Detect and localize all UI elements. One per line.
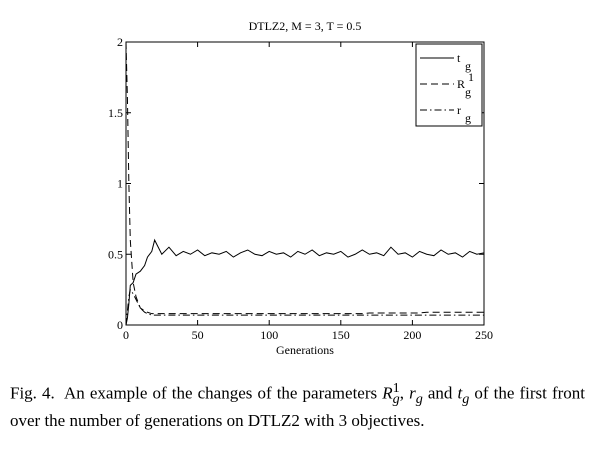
chart-title: DTLZ2, M = 3, T = 0.5 [249,19,362,33]
legend-superscript: 1 [468,70,474,84]
y-tick-label: 0 [117,318,123,332]
legend-label: r [457,103,461,117]
legend-subscript: g [465,111,471,125]
legend-subscript: g [465,59,471,73]
caption-math: g [462,391,470,408]
legend-box [415,43,483,127]
caption-math: g [415,391,423,408]
x-tick-label: 150 [332,328,350,342]
y-tick-label: 1 [117,177,123,191]
caption-label: Fig. 4. [10,383,55,403]
y-tick-label: 0.5 [108,247,123,261]
caption-math: R [382,383,393,403]
x-tick-label: 200 [403,328,421,342]
chart: DTLZ2, M = 3, T = 0.5 Generations 0 50 100… [108,19,493,357]
x-axis-label: Generations [276,343,334,357]
caption-text: and [422,383,458,403]
caption-math: 1 [392,380,400,396]
caption-math: t [457,383,463,403]
line-series [125,41,484,315]
caption-text: An example of the changes of the paramet… [64,383,383,403]
caption-text: of the first front over the number of ge… [10,383,586,431]
legend-subscript: g [465,85,471,99]
caption-math: r [409,383,416,403]
legend-label: R [457,77,465,91]
x-tick-label: 250 [475,328,493,342]
x-tick-label: 100 [260,328,278,342]
x-tick-label: 50 [192,328,204,342]
caption-text: , [399,383,410,403]
legend-label: t [457,51,461,65]
x-tick-label: 0 [123,328,129,342]
caption: Fig. 4. An example of the changes of the… [10,378,585,431]
y-tick-label: 2 [117,35,123,49]
line-series [125,238,485,326]
caption-math: g [392,391,400,408]
line-series [125,288,484,326]
y-tick-label: 1.5 [108,106,123,120]
